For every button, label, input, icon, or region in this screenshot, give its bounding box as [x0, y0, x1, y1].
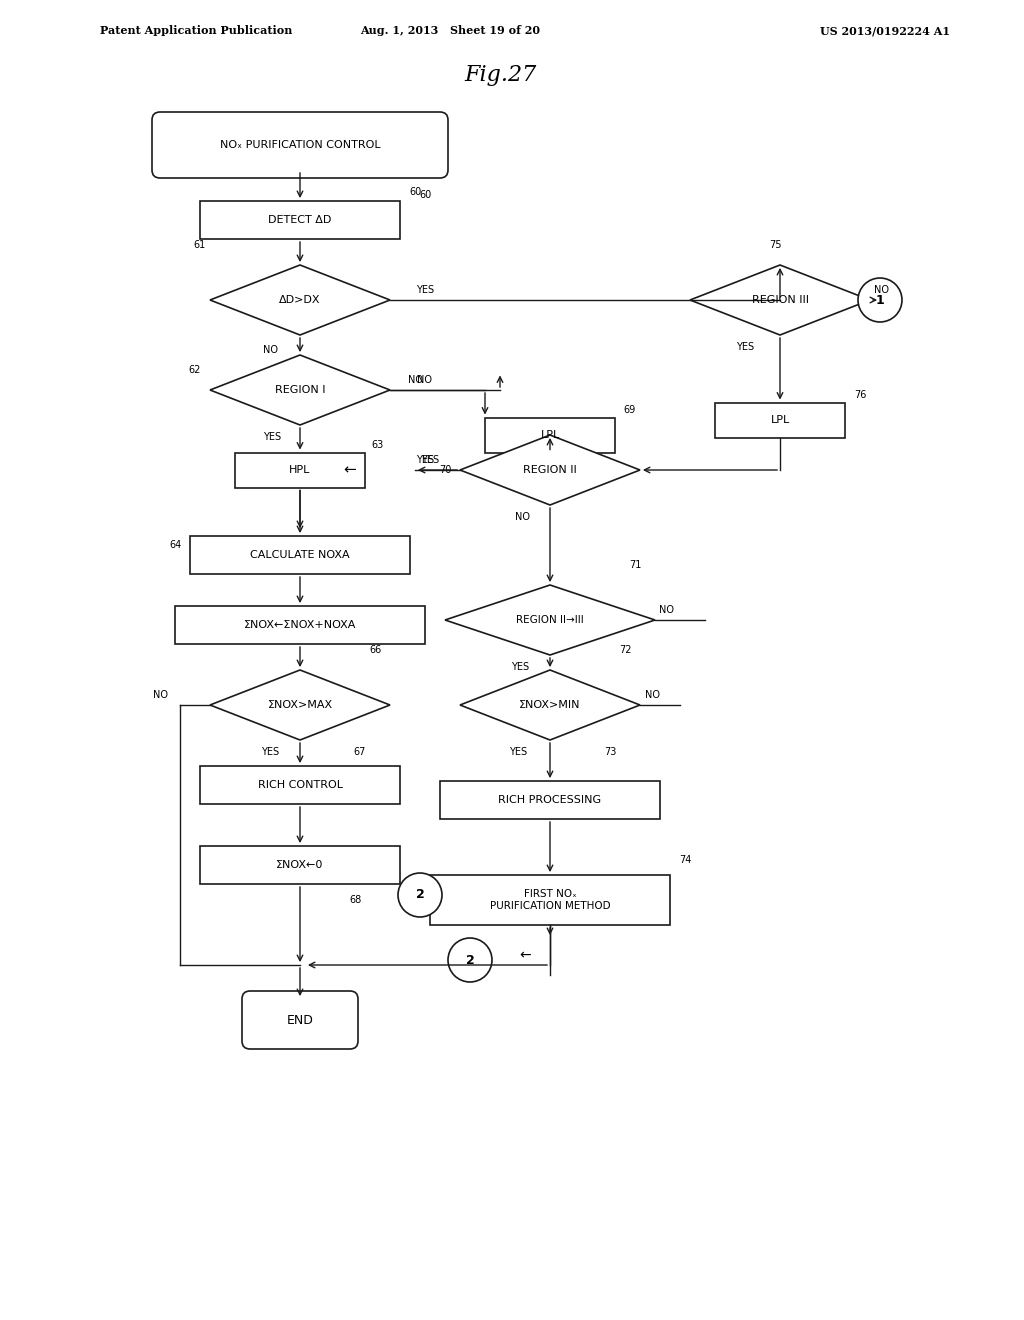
Text: 60: 60 — [409, 187, 421, 197]
Polygon shape — [210, 265, 390, 335]
Text: RICH CONTROL: RICH CONTROL — [257, 780, 342, 789]
Bar — [485, 417, 615, 453]
Text: 68: 68 — [349, 895, 361, 906]
Text: RICH PROCESSING: RICH PROCESSING — [499, 795, 601, 805]
Text: ←: ← — [344, 462, 356, 478]
Circle shape — [398, 873, 442, 917]
Text: LPL: LPL — [541, 430, 560, 440]
Text: Aug. 1, 2013   Sheet 19 of 20: Aug. 1, 2013 Sheet 19 of 20 — [360, 25, 540, 36]
Text: 1: 1 — [876, 293, 885, 306]
FancyBboxPatch shape — [152, 112, 449, 178]
Text: 71: 71 — [629, 560, 641, 570]
Text: 73: 73 — [604, 747, 616, 756]
Text: 64: 64 — [169, 540, 181, 550]
Text: FIRST NOₓ
PURIFICATION METHOD: FIRST NOₓ PURIFICATION METHOD — [489, 890, 610, 911]
Polygon shape — [460, 671, 640, 741]
Text: ΣNOX←ΣNOX+NOXA: ΣNOX←ΣNOX+NOXA — [244, 620, 356, 630]
Text: Patent Application Publication: Patent Application Publication — [100, 25, 293, 36]
Text: NO: NO — [874, 285, 890, 294]
Polygon shape — [210, 671, 390, 741]
Text: 61: 61 — [194, 240, 206, 249]
Text: 70: 70 — [439, 465, 452, 475]
Text: YES: YES — [421, 455, 439, 465]
Text: 76: 76 — [854, 389, 866, 400]
Text: NOₓ PURIFICATION CONTROL: NOₓ PURIFICATION CONTROL — [220, 140, 380, 150]
Text: 60: 60 — [419, 190, 431, 201]
Text: DETECT ΔD: DETECT ΔD — [268, 215, 332, 224]
Text: YES: YES — [416, 455, 434, 465]
Text: YES: YES — [263, 432, 281, 442]
Text: NO: NO — [418, 375, 432, 385]
Text: NO: NO — [153, 690, 168, 700]
Text: 2: 2 — [466, 953, 474, 966]
Text: REGION II→III: REGION II→III — [516, 615, 584, 624]
Text: NO: NO — [659, 605, 675, 615]
Text: REGION II: REGION II — [523, 465, 577, 475]
Circle shape — [858, 279, 902, 322]
Text: Fig.27: Fig.27 — [464, 63, 537, 86]
Text: US 2013/0192224 A1: US 2013/0192224 A1 — [820, 25, 950, 36]
Polygon shape — [445, 585, 655, 655]
Text: HPL: HPL — [290, 465, 310, 475]
Text: 62: 62 — [188, 366, 201, 375]
Text: 67: 67 — [354, 747, 367, 756]
Bar — [715, 403, 845, 437]
Text: REGION I: REGION I — [274, 385, 326, 395]
Text: ΣNOX>MAX: ΣNOX>MAX — [267, 700, 333, 710]
Polygon shape — [460, 436, 640, 506]
Text: ←: ← — [519, 948, 530, 962]
Text: 63: 63 — [372, 440, 384, 450]
Text: YES: YES — [509, 747, 527, 756]
Text: NO: NO — [262, 345, 278, 355]
Text: 66: 66 — [369, 645, 381, 655]
Text: REGION III: REGION III — [752, 294, 809, 305]
Polygon shape — [690, 265, 870, 335]
Text: NO: NO — [514, 512, 529, 521]
Text: 69: 69 — [624, 405, 636, 414]
Bar — [200, 846, 400, 884]
Bar — [430, 875, 670, 925]
Text: YES: YES — [736, 342, 754, 352]
Text: LPL: LPL — [770, 414, 790, 425]
Text: ΔD>DX: ΔD>DX — [280, 294, 321, 305]
Text: ΣNOX←0: ΣNOX←0 — [276, 861, 324, 870]
Text: NO: NO — [408, 375, 423, 385]
Text: ΣNOX>MIN: ΣNOX>MIN — [519, 700, 581, 710]
Text: YES: YES — [511, 663, 529, 672]
Text: 72: 72 — [618, 645, 631, 655]
Circle shape — [449, 939, 492, 982]
Text: 75: 75 — [769, 240, 781, 249]
Bar — [190, 536, 410, 574]
Text: END: END — [287, 1014, 313, 1027]
Bar — [200, 766, 400, 804]
Text: 74: 74 — [679, 855, 691, 865]
Polygon shape — [210, 355, 390, 425]
Bar — [440, 781, 660, 818]
Bar — [200, 201, 400, 239]
Bar — [234, 453, 365, 487]
Text: 2: 2 — [416, 888, 424, 902]
FancyBboxPatch shape — [242, 991, 358, 1049]
Bar — [175, 606, 425, 644]
Text: CALCULATE NOXA: CALCULATE NOXA — [250, 550, 350, 560]
Text: YES: YES — [261, 747, 280, 756]
Text: YES: YES — [416, 285, 434, 294]
Text: NO: NO — [644, 690, 659, 700]
